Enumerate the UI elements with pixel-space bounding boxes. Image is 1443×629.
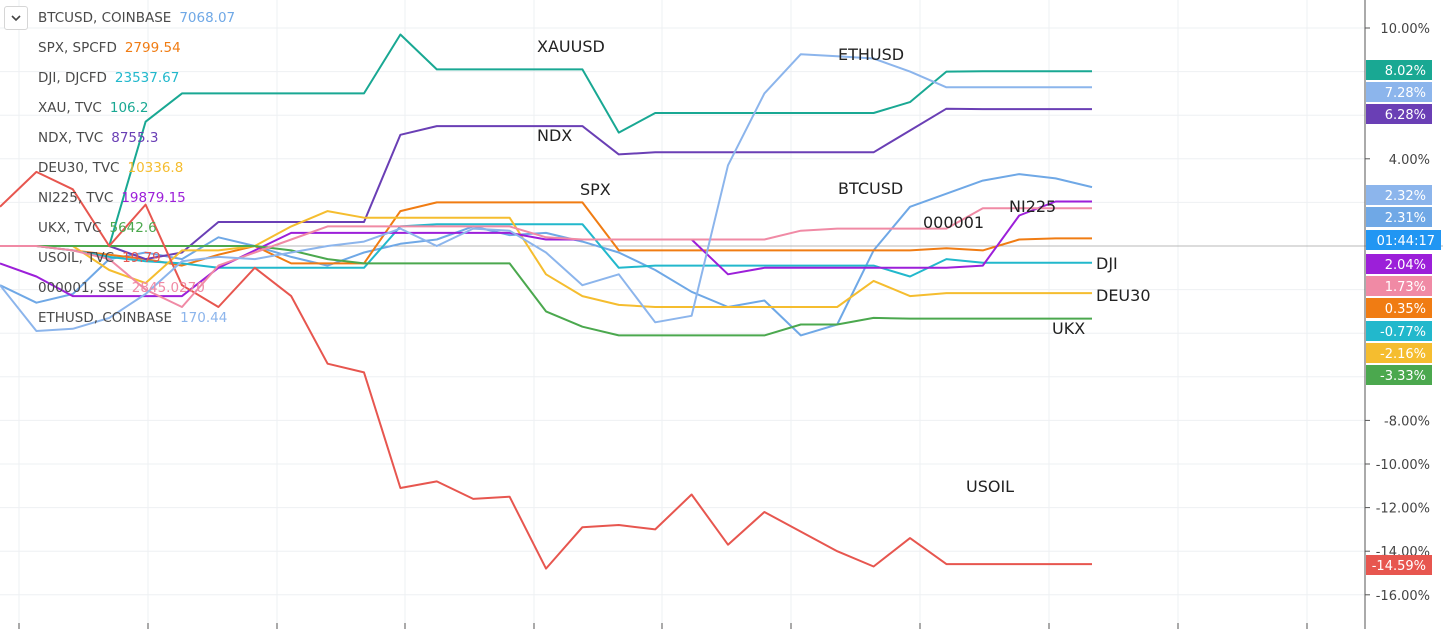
series-line-xauusd (0, 33, 1092, 247)
series-line-ni225 (0, 200, 1092, 298)
series-line-ethusd (0, 53, 1092, 332)
legend-row-000001[interactable]: 000001, SSE 2845.0270 (38, 278, 205, 298)
legend-price: 2799.54 (124, 40, 181, 56)
legend-symbol: DEU30, TVC (38, 160, 120, 176)
legend-price: 106.2 (109, 100, 149, 116)
series-line-usoil (0, 170, 1092, 570)
chart-label-000001: 000001 (923, 213, 984, 232)
price-axis: 10.00%4.00%-8.00%-10.00%-12.00%-14.00%-1… (18, 0, 1441, 629)
legend-price: 19.79 (122, 250, 161, 266)
last-value-badge-dji-text: -0.77% (1380, 325, 1426, 340)
legend-row-xauusd[interactable]: XAU, TVC 106.2 (38, 98, 149, 118)
legend-price: 8755.3 (111, 130, 159, 146)
last-value-badge-deu30 (1366, 343, 1432, 363)
last-value-badge-ukx-text: -3.33% (1380, 369, 1426, 384)
legend-row-ethusd[interactable]: ETHUSD, COINBASE 170.44 (38, 308, 227, 328)
series-line-ndx (0, 107, 1092, 261)
legend-row-dji[interactable]: DJI, DJCFD 23537.67 (38, 68, 179, 88)
chart-label-btcusd: BTCUSD (838, 179, 903, 198)
last-value-badge-ethusd (1366, 82, 1432, 102)
series-line-deu30 (0, 210, 1092, 308)
series-lines (0, 33, 1093, 570)
legend-price: 7068.07 (179, 10, 236, 26)
last-value-badge-xauusd-text: 8.02% (1385, 64, 1426, 79)
last-value-badge-xauusd (1366, 60, 1432, 80)
legend-symbol: NI225, TVC (38, 190, 114, 206)
legend-symbol: XAU, TVC (38, 100, 102, 116)
last-value-badge-ethusd-text: 7.28% (1385, 86, 1426, 101)
last-value-badge-ndx-text: 6.28% (1385, 108, 1426, 123)
last-value-badge-000001-text: 1.73% (1385, 280, 1426, 295)
chart-label-usoil: USOIL (966, 477, 1014, 496)
legend-price: 170.44 (180, 310, 228, 326)
chart-label-ukx: UKX (1052, 319, 1085, 338)
legend-price: 2845.0270 (131, 280, 205, 296)
last-value-badge-dji (1366, 321, 1432, 341)
legend-row-ukx[interactable]: UKX, TVC 5642.6 (38, 218, 157, 238)
legend-symbol: USOIL, TVC (38, 250, 115, 266)
chart-label-spx: SPX (580, 180, 611, 199)
countdown-badge (1366, 230, 1441, 250)
axis-tick-label: -10.00% (1376, 458, 1430, 473)
last-value-badge-usoil (1366, 555, 1432, 575)
last-value-badge-btcusd (1366, 207, 1432, 227)
last-value-badge-extra (1366, 185, 1432, 205)
last-value-badge-extra-text: 2.32% (1385, 189, 1426, 204)
chevron-down-icon (11, 15, 21, 22)
legend-symbol: 000001, SSE (38, 280, 124, 296)
axis-tick-label: -12.00% (1376, 502, 1430, 517)
last-value-badge-btcusd-text: 2.31% (1385, 211, 1426, 226)
chart-label-deu30: DEU30 (1096, 286, 1151, 305)
axis-tick-label: 10.00% (1380, 22, 1430, 37)
series-line-btcusd (0, 173, 1093, 337)
legend-row-ni225[interactable]: NI225, TVC 19879.15 (38, 188, 186, 208)
chart-label-ni225: NI225 (1009, 197, 1056, 216)
series-line-000001 (0, 207, 1092, 308)
axis-tick-label: -8.00% (1384, 414, 1430, 429)
chart-labels: XAUUSD ETHUSD NDX SPX BTCUSD 000001 NI225 DJI DE… (537, 37, 1151, 496)
legend-price: 10336.8 (127, 160, 184, 176)
legend-row-usoil[interactable]: USOIL, TVC 19.79 (38, 248, 161, 268)
legend-price: 19879.15 (121, 190, 186, 206)
legend-row-ndx[interactable]: NDX, TVC 8755.3 (38, 128, 158, 148)
legend-symbol: DJI, DJCFD (38, 70, 107, 86)
series-line-dji (0, 223, 1092, 278)
chart-label-ethusd: ETHUSD (838, 45, 904, 64)
last-value-badge-spx-text: 0.35% (1385, 302, 1426, 317)
chart-label-ndx: NDX (537, 126, 572, 145)
legend-price: 5642.6 (109, 220, 157, 236)
chart-label-dji: DJI (1096, 254, 1118, 273)
legend-price: 23537.67 (114, 70, 180, 86)
axis-tick-label: 4.00% (1389, 153, 1430, 168)
last-value-badge-ni225-text: 2.04% (1385, 258, 1426, 273)
legend-symbol: UKX, TVC (38, 220, 102, 236)
last-value-badge-spx (1366, 298, 1432, 318)
last-value-badge-ni225 (1366, 254, 1432, 274)
legend-symbol: BTCUSD, COINBASE (38, 10, 172, 26)
legend-symbol: SPX, SPCFD (38, 40, 117, 56)
chart-label-xauusd: XAUUSD (537, 37, 605, 56)
last-value-badge-ukx (1366, 365, 1432, 385)
last-value-badge-000001 (1366, 276, 1432, 296)
last-value-badge-ndx (1366, 104, 1432, 124)
countdown-text: 01:44:17 (1377, 234, 1435, 249)
last-value-badge-usoil-text: -14.59% (1372, 559, 1426, 574)
legend-row-btcusd[interactable]: BTCUSD, COINBASE 7068.07 (38, 8, 235, 28)
legend-row-deu30[interactable]: DEU30, TVC 10336.8 (38, 158, 183, 178)
legend-symbol: NDX, TVC (38, 130, 104, 146)
series-line-ukx (0, 245, 1092, 337)
axis-tick-label: -16.00% (1376, 589, 1430, 604)
last-value-badge-deu30-text: -2.16% (1380, 347, 1426, 362)
legend-toggle-button[interactable] (4, 6, 28, 30)
legend-symbol: ETHUSD, COINBASE (38, 310, 173, 326)
series-line-spx (0, 201, 1092, 267)
legend-row-spx[interactable]: SPX, SPCFD 2799.54 (38, 38, 181, 58)
